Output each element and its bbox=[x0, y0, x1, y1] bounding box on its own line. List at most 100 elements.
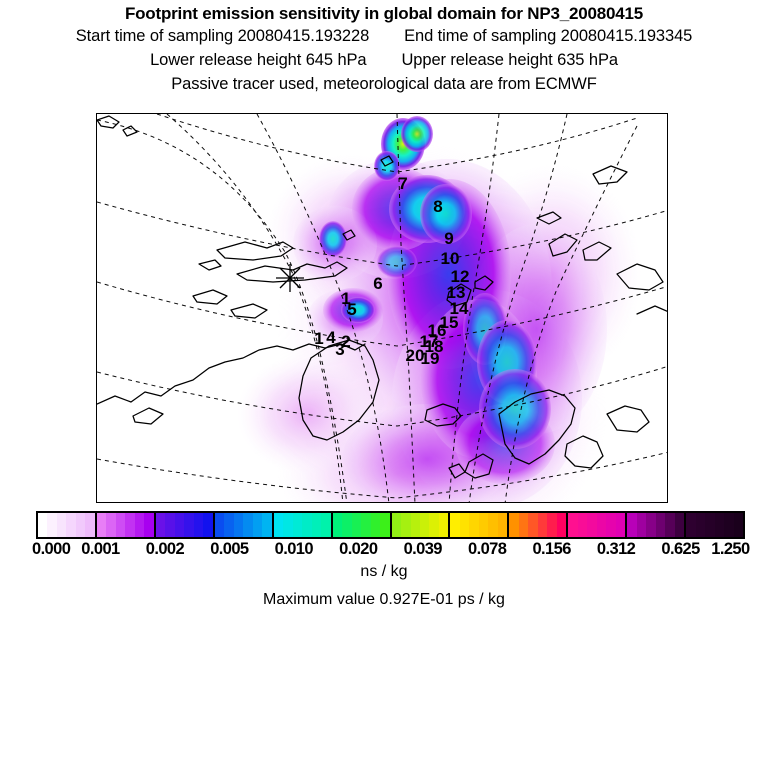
colorbar-tick-11: 1.250 bbox=[711, 540, 750, 558]
colorbar-band bbox=[115, 513, 126, 537]
colorbar-band bbox=[410, 513, 420, 537]
colorbar-band bbox=[311, 513, 322, 537]
colorbar-band bbox=[556, 513, 567, 537]
trajectory-number-4-1: 4 bbox=[326, 328, 336, 347]
colorbar-band bbox=[587, 513, 597, 537]
colorbar-tick-4: 0.010 bbox=[274, 540, 314, 558]
colorbar-band bbox=[56, 513, 67, 537]
graticule bbox=[97, 114, 667, 502]
colorbar-segment-9 bbox=[568, 513, 628, 537]
colorbar-band bbox=[705, 513, 715, 537]
colorbar-band bbox=[361, 513, 371, 537]
colorbar-band bbox=[429, 513, 439, 537]
upper-release-height-label: Upper release height 635 hPa bbox=[401, 51, 618, 69]
colorbar-band bbox=[85, 513, 95, 537]
colorbar-band bbox=[438, 513, 449, 537]
colorbar-band bbox=[733, 513, 744, 537]
trajectory-number-1-0: 1 bbox=[314, 329, 323, 348]
colorbar-band bbox=[144, 513, 154, 537]
release-height-line: Lower release height 645 hPa Upper relea… bbox=[0, 48, 768, 72]
trajectory-number-5-4: 5 bbox=[347, 300, 356, 319]
colorbar-band bbox=[252, 513, 263, 537]
trajectory-number-8-8: 8 bbox=[433, 197, 442, 216]
trajectory-number-7-7: 7 bbox=[398, 174, 407, 193]
trajectory-number-19-19: 19 bbox=[421, 349, 440, 368]
concentration-field bbox=[237, 116, 642, 502]
colorbar-band bbox=[283, 513, 293, 537]
colorbar-tick-2: 0.002 bbox=[145, 540, 185, 558]
colorbar-band bbox=[66, 513, 76, 537]
colorbar-band bbox=[528, 513, 538, 537]
trajectory-number-15-14: 15 bbox=[440, 313, 459, 332]
colorbar-segment-6 bbox=[391, 513, 451, 537]
colorbar-band bbox=[547, 513, 557, 537]
colorbar-band bbox=[509, 513, 519, 537]
trajectory-number-14-13: 14 bbox=[450, 299, 469, 318]
colorbar-band bbox=[606, 513, 616, 537]
colorbar-band bbox=[537, 513, 548, 537]
colorbar-band bbox=[665, 513, 675, 537]
trajectory-number-17-16: 17 bbox=[420, 332, 439, 351]
colorbar-band bbox=[478, 513, 489, 537]
trajectory-number-9-9: 9 bbox=[444, 229, 453, 248]
colorbar-band bbox=[596, 513, 607, 537]
colorbar-band bbox=[380, 513, 390, 537]
colorbar-tick-labels: 0.000 0.001 0.002 0.005 0.010 0.020 0.039 0.078… bbox=[0, 539, 768, 561]
colorbar-panel bbox=[36, 511, 745, 539]
colorbar-band bbox=[193, 513, 204, 537]
colorbar-band bbox=[615, 513, 626, 537]
colorbar-band bbox=[655, 513, 666, 537]
colorbar-tick-8: 0.156 bbox=[532, 540, 571, 558]
trajectory-number-12-11: 12 bbox=[451, 267, 470, 286]
colorbar-band bbox=[243, 513, 253, 537]
colorbar-band bbox=[370, 513, 381, 537]
colorbar-band bbox=[75, 513, 86, 537]
colorbar-band bbox=[332, 513, 343, 537]
colorbar-tick-1: 0.001 bbox=[81, 540, 120, 558]
colorbar-band bbox=[106, 513, 116, 537]
trajectory-number-6-6: 6 bbox=[373, 274, 382, 293]
colorbar-band bbox=[497, 513, 508, 537]
start-time-label: Start time of sampling 20080415.193228 bbox=[75, 27, 370, 45]
colorbar-band bbox=[174, 513, 185, 537]
release-point-marker bbox=[276, 264, 304, 292]
colorbar-band bbox=[134, 513, 145, 537]
map-frame: 1 4 2 3 5 1 6 7 8 9 10 12 13 14 15 16 17 18 20 19 bbox=[96, 113, 668, 503]
colorbar-band bbox=[262, 513, 272, 537]
colorbar-band bbox=[184, 513, 194, 537]
colorbar-segment-1 bbox=[96, 513, 156, 537]
colorbar-band bbox=[302, 513, 312, 537]
colorbar-band bbox=[351, 513, 362, 537]
colorbar-band bbox=[155, 513, 166, 537]
colorbar-band bbox=[125, 513, 135, 537]
trajectory-number-20-18: 20 bbox=[406, 346, 425, 365]
colorbar-band bbox=[627, 513, 637, 537]
colorbar-band bbox=[273, 513, 284, 537]
colorbar-band bbox=[321, 513, 331, 537]
colorbar-band bbox=[577, 513, 588, 537]
colorbar-band bbox=[724, 513, 734, 537]
colorbar-band bbox=[469, 513, 479, 537]
colorbar bbox=[36, 511, 745, 539]
colorbar-band bbox=[342, 513, 352, 537]
colorbar-tick-3: 0.005 bbox=[210, 540, 249, 558]
colorbar-band bbox=[646, 513, 656, 537]
map-panel: 1 4 2 3 5 1 6 7 8 9 10 12 13 14 15 16 17 18 20 19 bbox=[96, 113, 668, 503]
colorbar-band bbox=[488, 513, 498, 537]
lower-release-height-label: Lower release height 645 hPa bbox=[150, 51, 367, 69]
colorbar-band bbox=[292, 513, 303, 537]
colorbar-band bbox=[96, 513, 107, 537]
trajectory-number-3-3: 3 bbox=[335, 340, 344, 359]
colorbar-band bbox=[674, 513, 685, 537]
colorbar-segment-2 bbox=[155, 513, 215, 537]
trajectory-number-18-17: 18 bbox=[425, 337, 444, 356]
colorbar-band bbox=[419, 513, 430, 537]
colorbar-band bbox=[203, 513, 213, 537]
trajectory-number-2-2: 2 bbox=[341, 332, 350, 351]
colorbar-band bbox=[38, 513, 48, 537]
colorbar-tick-7: 0.078 bbox=[468, 540, 507, 558]
colorbar-segment-8 bbox=[509, 513, 569, 537]
colorbar-band bbox=[165, 513, 175, 537]
colorbar-band bbox=[450, 513, 460, 537]
